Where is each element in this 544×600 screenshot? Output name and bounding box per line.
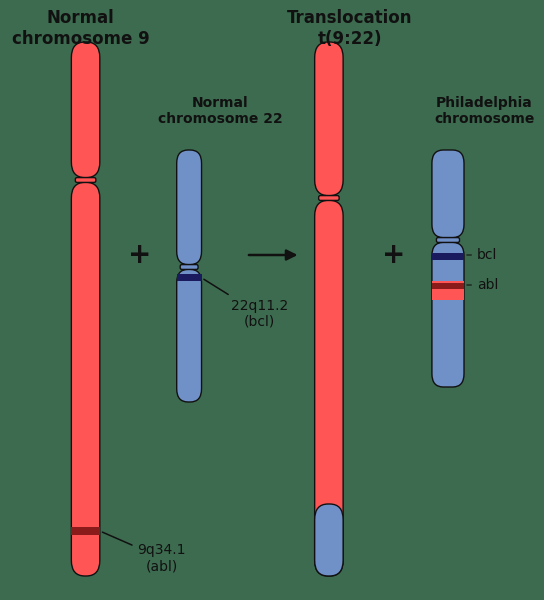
Text: bcl: bcl xyxy=(467,248,497,262)
Text: abl: abl xyxy=(467,278,498,292)
FancyBboxPatch shape xyxy=(180,265,198,269)
FancyBboxPatch shape xyxy=(432,242,464,387)
Text: +: + xyxy=(382,241,405,269)
FancyBboxPatch shape xyxy=(432,150,464,238)
FancyBboxPatch shape xyxy=(314,42,343,196)
FancyBboxPatch shape xyxy=(71,42,100,178)
FancyBboxPatch shape xyxy=(177,269,201,402)
FancyBboxPatch shape xyxy=(436,238,460,242)
Text: Normal
chromosome 22: Normal chromosome 22 xyxy=(158,96,282,126)
FancyBboxPatch shape xyxy=(177,150,201,265)
Text: Normal
chromosome 9: Normal chromosome 9 xyxy=(11,9,149,48)
Text: 22q11.2
(bcl): 22q11.2 (bcl) xyxy=(204,279,288,329)
Bar xyxy=(432,283,464,289)
Text: 9q34.1
(abl): 9q34.1 (abl) xyxy=(102,532,186,573)
Text: Philadelphia
chromosome: Philadelphia chromosome xyxy=(434,96,534,126)
Bar xyxy=(432,253,464,260)
Bar xyxy=(71,527,100,535)
FancyBboxPatch shape xyxy=(75,178,96,182)
FancyBboxPatch shape xyxy=(314,504,343,576)
Bar xyxy=(177,274,201,281)
Text: Translocation
t(9:22): Translocation t(9:22) xyxy=(287,9,412,48)
FancyBboxPatch shape xyxy=(71,182,100,576)
Bar xyxy=(432,281,464,300)
FancyBboxPatch shape xyxy=(319,196,339,200)
FancyBboxPatch shape xyxy=(314,200,343,576)
Text: +: + xyxy=(128,241,152,269)
